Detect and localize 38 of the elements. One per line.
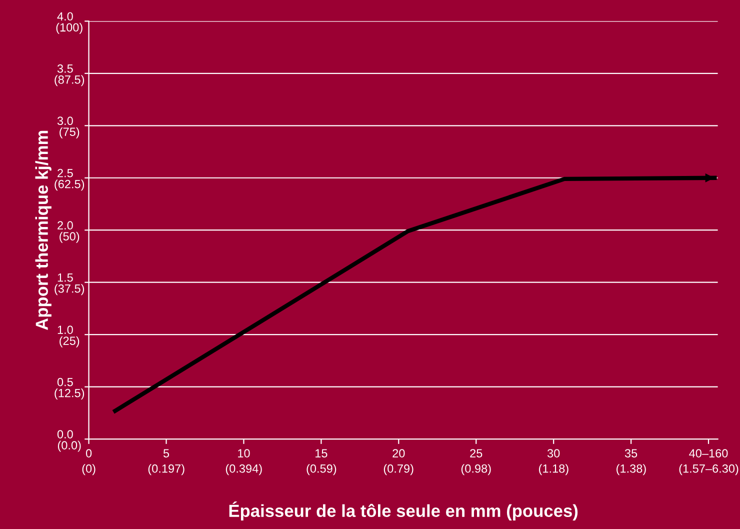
y-tick-label: 3.0	[57, 116, 73, 126]
y-axis-title: Apport thermique kj/mm	[35, 130, 52, 330]
x2-tick-label: (0.98)	[461, 464, 491, 476]
y2-tick-label: (50)	[60, 232, 80, 243]
x-tick-label: 10	[238, 449, 250, 458]
y2-tick-label: (0.0)	[58, 440, 81, 452]
x-tick-label: 15	[316, 449, 328, 458]
x2-tick-label: (1.38)	[616, 464, 646, 476]
x2-tick-label: (0.394)	[226, 464, 262, 476]
y-tick-label: 2.5	[58, 168, 73, 178]
x-tick-label: 25	[470, 449, 482, 458]
x2-tick-label: (1.18)	[538, 464, 568, 476]
y2-tick-label: (100)	[56, 22, 82, 34]
y-tick-label: 3.5	[57, 64, 73, 73]
y2-tick-label: (75)	[60, 127, 80, 138]
x-tick-label: 40–160	[689, 449, 728, 458]
y-tick-label: 2.0	[58, 221, 73, 230]
y2-tick-label: (37.5)	[54, 284, 84, 296]
x2-tick-label: (0.197)	[148, 464, 184, 476]
x-tick-label: 30	[547, 449, 560, 458]
x-tick-label: 20	[392, 449, 405, 458]
x-axis-title: Épaisseur de la tôle seule en mm (pouces)	[229, 501, 578, 520]
x2-tick-label: (0)	[82, 464, 96, 476]
y-tick-label: 1.0	[58, 326, 73, 334]
y-tick-label: 0.5	[57, 378, 73, 386]
x-tick-label: 5	[163, 449, 170, 458]
x2-tick-label: (0.79)	[384, 464, 414, 476]
x2-tick-label: (0.59)	[306, 464, 336, 476]
y-tick-label: 4.0	[57, 12, 73, 21]
x-tick-label: 35	[624, 449, 638, 458]
y-tick-label: 0.0	[57, 430, 73, 438]
x2-tick-label: (1.57–6.30)	[679, 464, 738, 476]
y-tick-label: 1.5	[58, 274, 73, 282]
y2-tick-label: (62.5)	[54, 180, 84, 191]
y2-tick-label: (87.5)	[54, 75, 84, 86]
y2-tick-label: (12.5)	[54, 388, 84, 400]
y2-tick-label: (25)	[60, 336, 80, 348]
x-tick-label: 0	[86, 449, 92, 458]
